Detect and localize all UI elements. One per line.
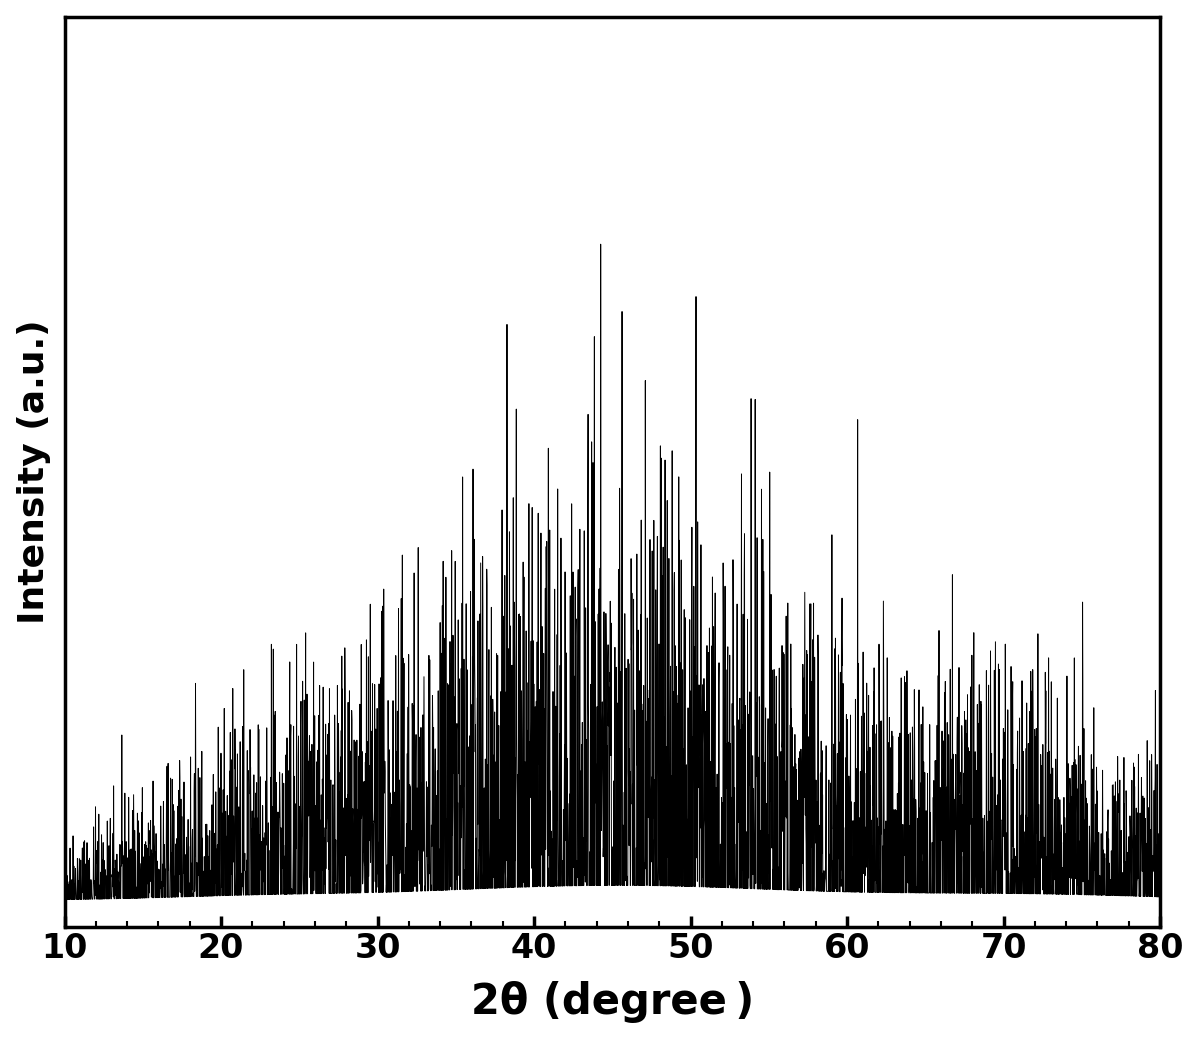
X-axis label: 2θ (degree ): 2θ (degree ) <box>470 982 754 1023</box>
Y-axis label: Intensity (a.u.): Intensity (a.u.) <box>17 319 50 624</box>
